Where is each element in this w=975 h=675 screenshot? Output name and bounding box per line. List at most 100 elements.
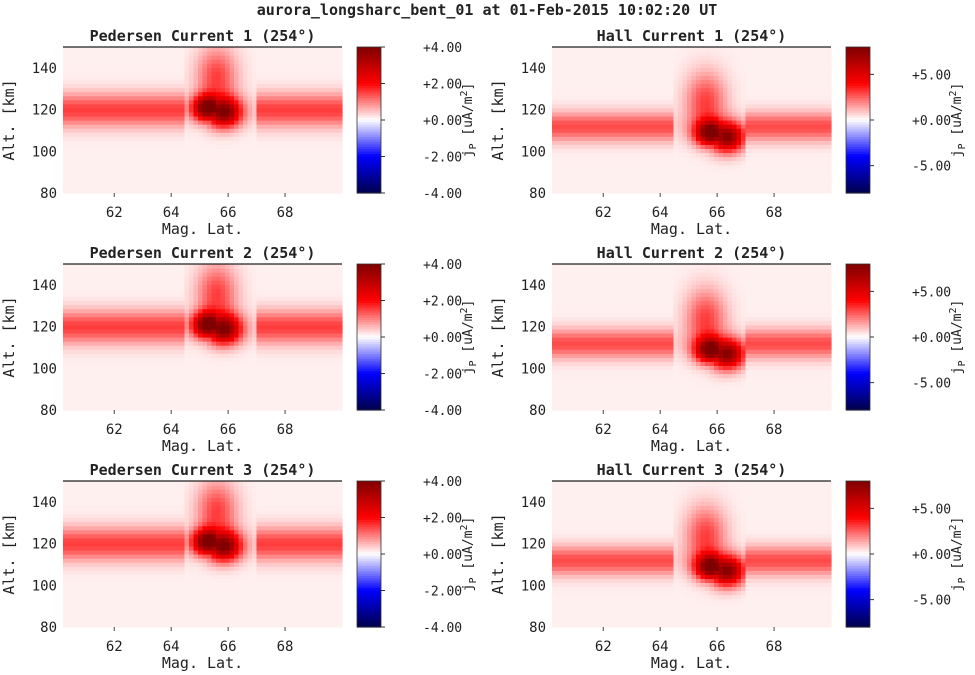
heatmap-cell <box>664 160 670 166</box>
heatmap-cell <box>705 148 711 154</box>
heatmap-cell <box>310 63 316 68</box>
heatmap-cell <box>112 172 118 178</box>
heatmap-cell <box>171 55 177 60</box>
heatmap-cell <box>103 184 109 190</box>
heatmap-cell <box>72 144 78 149</box>
heatmap-cell <box>736 144 742 149</box>
heatmap-cell <box>76 136 82 141</box>
heatmap-cell <box>759 63 765 68</box>
heatmap-cell <box>67 300 73 306</box>
heatmap-cell <box>90 136 96 141</box>
heatmap-cell <box>324 75 330 81</box>
heatmap-cell <box>243 180 249 186</box>
heatmap-cell <box>256 164 262 170</box>
heatmap-cell <box>175 160 181 166</box>
heatmap-cell <box>162 75 168 81</box>
heatmap-cell <box>565 51 571 56</box>
heatmap-cell <box>822 184 828 190</box>
heatmap-cell <box>72 373 78 379</box>
heatmap-cell <box>732 55 738 60</box>
heatmap-cell <box>81 124 87 129</box>
heatmap-cell <box>243 136 249 141</box>
heatmap-cell <box>283 156 289 162</box>
heatmap-cell <box>319 168 325 174</box>
heatmap-cell <box>763 107 769 113</box>
heatmap-cell <box>619 103 625 109</box>
colorbar-label-part: 2 <box>948 90 959 96</box>
heatmap-cell <box>117 152 123 158</box>
heatmap-cell <box>324 71 330 76</box>
heatmap-cell <box>669 168 675 174</box>
heatmap-cell <box>750 188 756 194</box>
heatmap-cell <box>673 51 679 56</box>
heatmap-cell <box>678 176 684 182</box>
heatmap-cell <box>306 71 312 76</box>
heatmap-cell <box>772 148 778 154</box>
heatmap-cell <box>211 115 217 121</box>
heatmap-cell <box>664 99 670 105</box>
heatmap-cell <box>319 83 325 89</box>
heatmap-cell <box>337 107 343 113</box>
heatmap-cell <box>117 79 123 85</box>
heatmap-cell <box>130 95 136 101</box>
heatmap-cell <box>709 184 715 190</box>
heatmap-cell <box>274 144 280 149</box>
heatmap-cell <box>184 124 190 129</box>
heatmap-cell <box>306 99 312 105</box>
heatmap-cell <box>700 75 706 81</box>
heatmap-cell <box>669 79 675 85</box>
heatmap-cell <box>606 111 612 117</box>
heatmap-cell <box>714 168 720 174</box>
heatmap-cell <box>687 107 693 113</box>
heatmap-cell <box>682 107 688 113</box>
heatmap-cell <box>741 51 747 56</box>
heatmap-cell <box>808 144 814 149</box>
heatmap-cell <box>333 164 339 170</box>
heatmap-cell <box>157 87 163 93</box>
heatmap-cell <box>610 140 616 145</box>
heatmap-cell <box>700 47 706 52</box>
heatmap-cell <box>234 75 240 81</box>
heatmap-cell <box>790 164 796 170</box>
heatmap-cell <box>646 47 652 52</box>
heatmap-cell <box>220 180 226 186</box>
heatmap-cell <box>67 144 73 149</box>
heatmap-cell <box>310 132 316 137</box>
heatmap-cell <box>67 373 73 379</box>
colorbar-segment <box>846 85 870 89</box>
colorbar-segment <box>357 68 381 72</box>
heatmap-cell <box>777 47 783 52</box>
heatmap-cell <box>777 140 783 145</box>
heatmap-cell <box>121 120 127 125</box>
heatmap-cell <box>81 296 87 302</box>
heatmap-cell <box>85 87 91 93</box>
heatmap-cell <box>655 176 661 182</box>
heatmap-cell <box>669 91 675 97</box>
heatmap-cell <box>198 55 204 60</box>
heatmap-cell <box>637 180 643 186</box>
heatmap-cell <box>157 172 163 178</box>
heatmap-cell <box>90 111 96 117</box>
heatmap-cell <box>72 304 78 310</box>
heatmap-cell <box>198 75 204 81</box>
heatmap-cell <box>556 152 562 158</box>
heatmap-cell <box>781 176 787 182</box>
heatmap-cell <box>646 87 652 93</box>
heatmap-cell <box>157 107 163 113</box>
heatmap-cell <box>256 128 262 133</box>
heatmap-cell <box>103 83 109 89</box>
heatmap-cell <box>736 47 742 52</box>
heatmap-cell <box>615 79 621 85</box>
heatmap-cell <box>256 140 262 145</box>
heatmap-cell <box>184 136 190 141</box>
heatmap-cell <box>763 164 769 170</box>
heatmap-cell <box>247 124 253 129</box>
heatmap-cell <box>130 128 136 133</box>
heatmap-cell <box>252 107 258 113</box>
heatmap-cell <box>817 156 823 162</box>
heatmap-cell <box>628 79 634 85</box>
heatmap-cell <box>696 51 702 56</box>
heatmap-cell <box>252 79 258 85</box>
heatmap-cell <box>624 164 630 170</box>
heatmap-cell <box>94 401 100 407</box>
